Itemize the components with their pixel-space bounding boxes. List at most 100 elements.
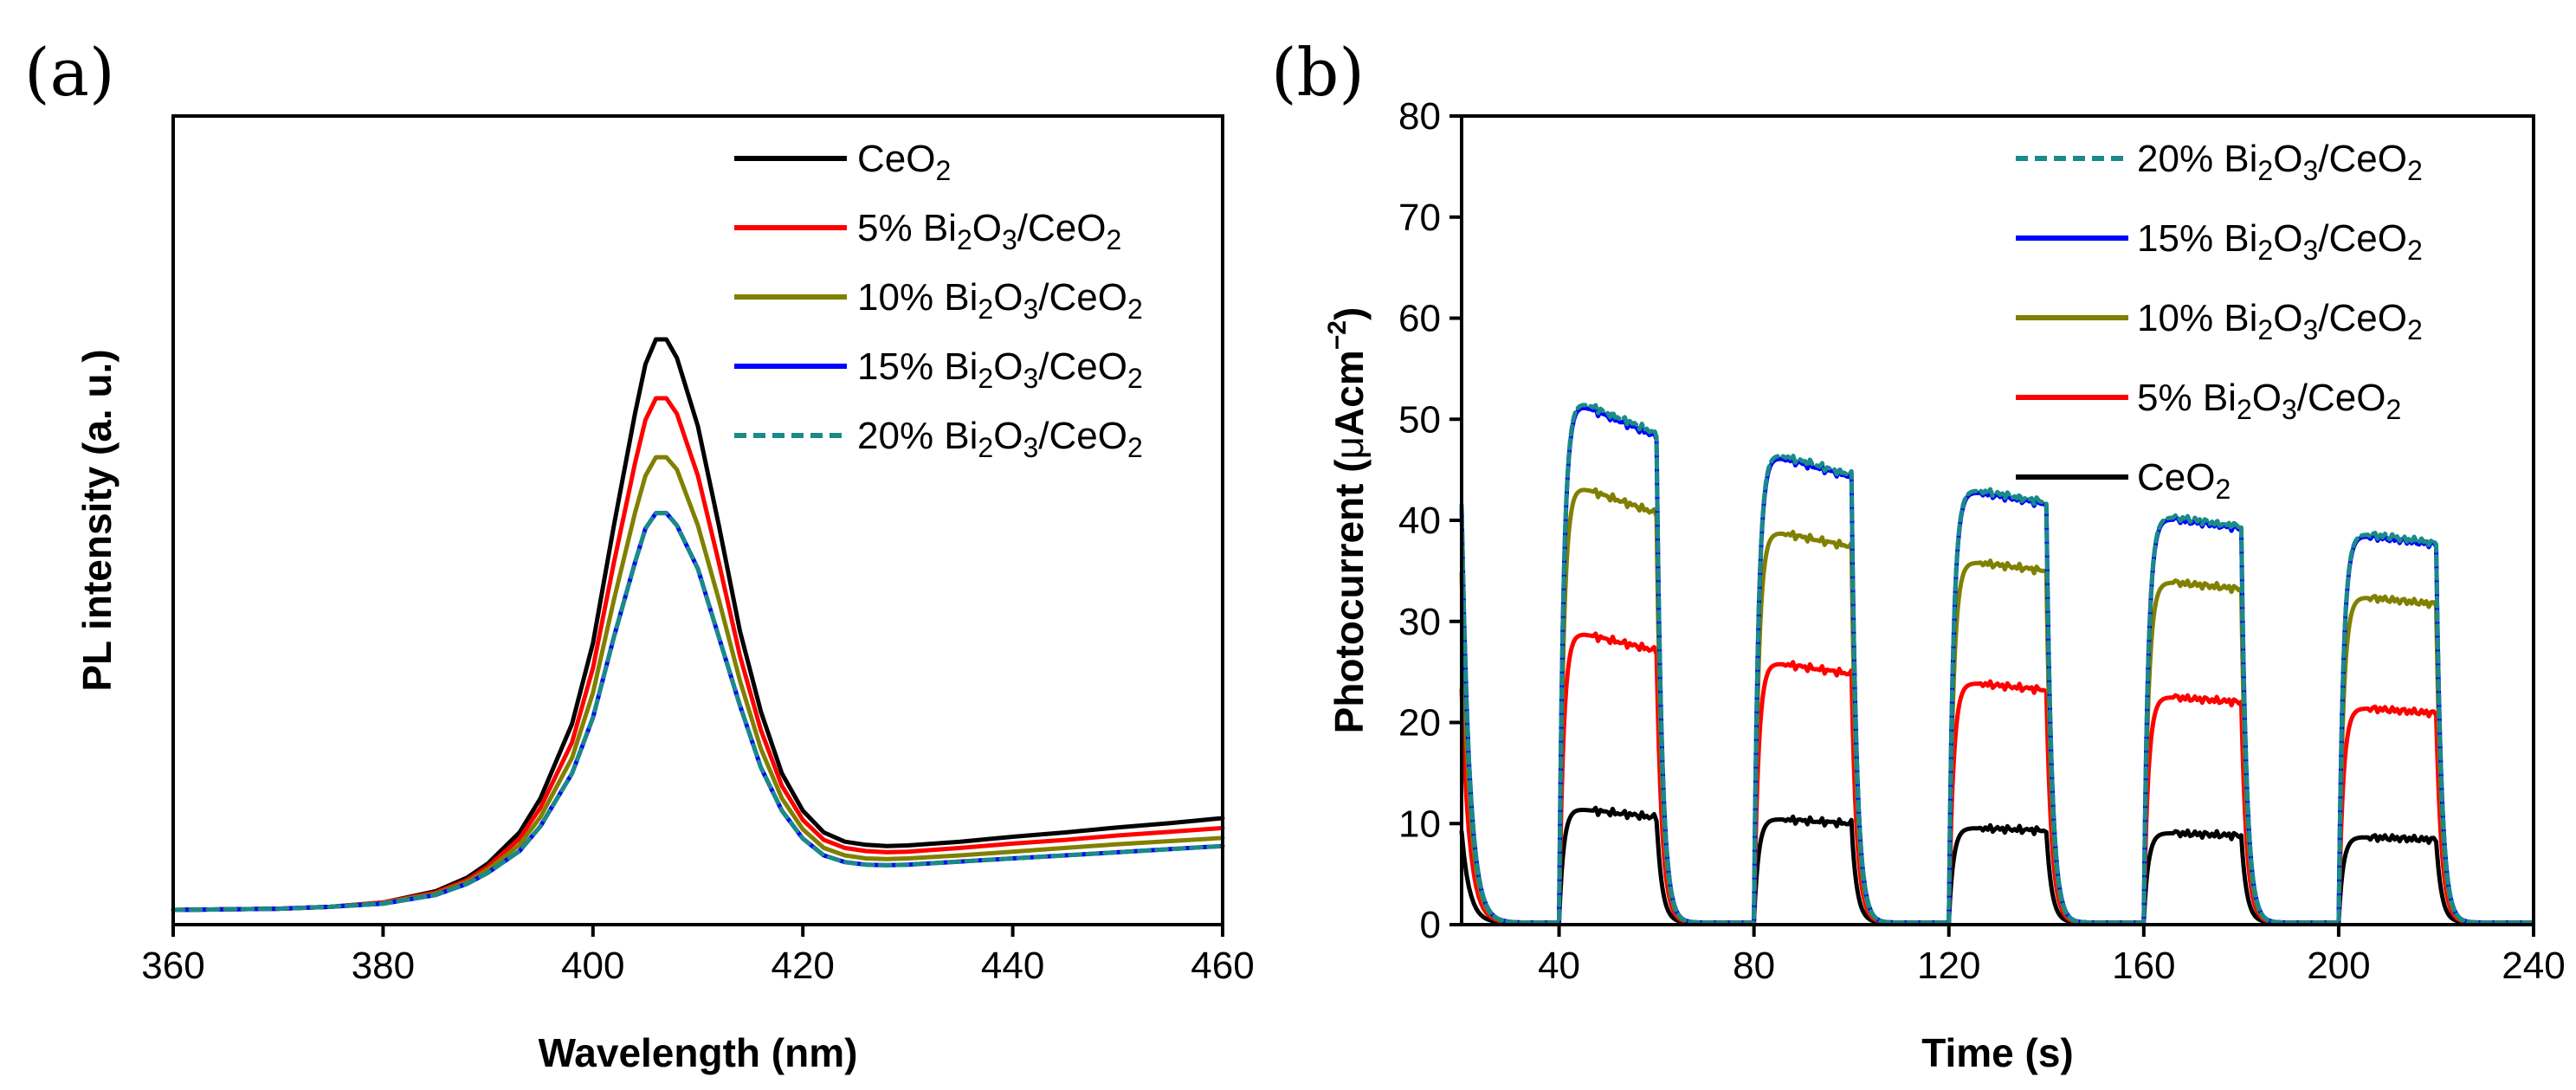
y-title-main: Photocurrent (	[1327, 459, 1372, 734]
a-legend-part: 15% Bi	[857, 345, 978, 388]
y-tick-label: 60	[1398, 298, 1441, 340]
a-legend-part: 2	[957, 224, 972, 255]
a-legend-part: 2	[978, 293, 993, 325]
x-tick-label: 240	[2502, 945, 2565, 987]
a-legend-part: 3	[1023, 363, 1038, 394]
y-tick-label: 80	[1398, 95, 1441, 138]
a-legend-part: 5% Bi	[857, 207, 957, 249]
b-legend-label-5-bi2o3-ceo2: 5% Bi2O3/CeO2	[2137, 377, 2401, 425]
x-tick-label: 160	[2112, 945, 2175, 987]
a-legend-part: 2	[935, 155, 951, 186]
b-legend-part: 15% Bi	[2137, 217, 2257, 260]
panel-a-x-ticks: 360 380 400 420 440 460	[141, 925, 1255, 987]
b-legend-part: 20% Bi	[2137, 138, 2257, 180]
b-legend-label-20-bi2o3-ceo2: 20% Bi2O3/CeO2	[2137, 138, 2423, 186]
b-legend-label-15-bi2o3-ceo2: 15% Bi2O3/CeO2	[2137, 217, 2423, 266]
b-legend-part: 2	[2257, 155, 2273, 186]
a-legend-part: 2	[1106, 224, 1121, 255]
b-legend-part: 2	[2407, 314, 2423, 345]
a-legend-part: O	[993, 276, 1023, 319]
b-legend-part: 10% Bi	[2137, 297, 2257, 339]
panel-b: (b) 40 80 120 160 200 240 0 10 20 30 40 50 60 70 80 Ti…	[1271, 34, 2566, 1075]
y-tick-label: 40	[1398, 500, 1441, 542]
a-legend-part: O	[993, 415, 1023, 457]
y-tick-label: 50	[1398, 398, 1441, 441]
y-tick-label: 70	[1398, 197, 1441, 239]
panel-a-series	[171, 337, 1225, 913]
y-tick-label: 10	[1398, 803, 1441, 845]
x-tick-label: 420	[771, 945, 834, 987]
b-legend-part: 3	[2302, 235, 2318, 266]
a-legend-part: 2	[978, 363, 993, 394]
photocurrent-curve-ceo2	[1459, 805, 2535, 926]
panel-b-label: (b)	[1271, 34, 1365, 111]
x-tick-label: 440	[981, 945, 1044, 987]
panel-b-series	[1459, 403, 2535, 926]
a-legend-part: 3	[1023, 293, 1038, 325]
b-legend-part: O	[2273, 138, 2302, 180]
x-tick-label: 360	[141, 945, 204, 987]
a-legend-part: 2	[1127, 293, 1143, 325]
b-legend-label-ceo2: CeO2	[2137, 456, 2231, 505]
a-legend-part: CeO	[857, 138, 935, 180]
x-tick-label: 120	[1917, 945, 1980, 987]
y-title-unit: Acm	[1327, 350, 1372, 436]
b-legend-part: 2	[2407, 235, 2423, 266]
panel-a: (a) 360 380 400 420 440 460 Wavelength (nm) P…	[24, 34, 1255, 1075]
a-legend-label-10-bi2o3-ceo2: 10% Bi2O3/CeO2	[857, 276, 1143, 325]
b-legend-part: /CeO	[2297, 377, 2386, 419]
x-tick-label: 460	[1191, 945, 1254, 987]
b-legend-part: 3	[2302, 155, 2318, 186]
a-legend-label-20-bi2o3-ceo2: 20% Bi2O3/CeO2	[857, 415, 1143, 463]
b-legend-part: O	[2273, 217, 2302, 260]
b-legend-part: O	[2252, 377, 2282, 419]
a-legend-part: 3	[1023, 432, 1038, 463]
photocurrent-curve-15-bi2o3-ceo2	[1459, 405, 2535, 926]
b-legend-part: /CeO	[2318, 138, 2407, 180]
y-title-sup: −2	[1323, 320, 1352, 350]
y-tick-label: 30	[1398, 601, 1441, 643]
x-tick-label: 380	[352, 945, 415, 987]
a-legend-part: /CeO	[1038, 345, 1127, 388]
b-legend-part: 5% Bi	[2137, 377, 2237, 419]
photocurrent-curve-5-bi2o3-ceo2	[1459, 631, 2535, 926]
pl-curve-20-bi2o3-ceo2	[171, 511, 1225, 913]
b-legend-part: /CeO	[2318, 217, 2407, 260]
a-legend-part: 2	[1127, 363, 1143, 394]
b-legend-part: 3	[2302, 314, 2318, 345]
y-title-mu: μ	[1327, 436, 1372, 460]
photocurrent-curve-20-bi2o3-ceo2	[1459, 403, 2535, 926]
panel-a-plot-frame	[171, 114, 1224, 926]
b-legend-part: 3	[2282, 394, 2297, 425]
a-legend-part: /CeO	[1038, 276, 1127, 319]
b-legend-part: 2	[2215, 474, 2231, 505]
a-legend-part: /CeO	[1017, 207, 1107, 249]
panel-a-label: (a)	[24, 34, 115, 111]
panel-a-y-axis-title: PL intensity (a. u.)	[74, 349, 119, 691]
panel-a-x-axis-title: Wavelength (nm)	[539, 1030, 858, 1075]
b-legend-label-10-bi2o3-ceo2: 10% Bi2O3/CeO2	[2137, 297, 2423, 345]
a-legend-part: 2	[978, 432, 993, 463]
y-title-close: )	[1327, 307, 1372, 320]
x-tick-label: 200	[2307, 945, 2370, 987]
b-legend-part: 2	[2237, 394, 2252, 425]
a-legend-part: 10% Bi	[857, 276, 978, 319]
pl-curve-ceo2	[171, 337, 1225, 913]
a-legend-part: 3	[1002, 224, 1017, 255]
a-legend-label-ceo2: CeO2	[857, 138, 951, 186]
a-legend-part: 20% Bi	[857, 415, 978, 457]
b-legend-part: O	[2273, 297, 2302, 339]
a-legend-part: O	[993, 345, 1023, 388]
x-tick-label: 400	[561, 945, 624, 987]
b-legend-part: 2	[2257, 314, 2273, 345]
a-legend-part: /CeO	[1038, 415, 1127, 457]
panel-b-y-axis-title: Photocurrent (μAcm−2)	[1323, 307, 1372, 734]
b-legend-part: /CeO	[2318, 297, 2407, 339]
b-legend-part: CeO	[2137, 456, 2215, 499]
panel-b-x-axis-title: Time (s)	[1921, 1030, 2074, 1075]
a-legend-part: 2	[1127, 432, 1143, 463]
y-tick-label: 20	[1398, 702, 1441, 745]
